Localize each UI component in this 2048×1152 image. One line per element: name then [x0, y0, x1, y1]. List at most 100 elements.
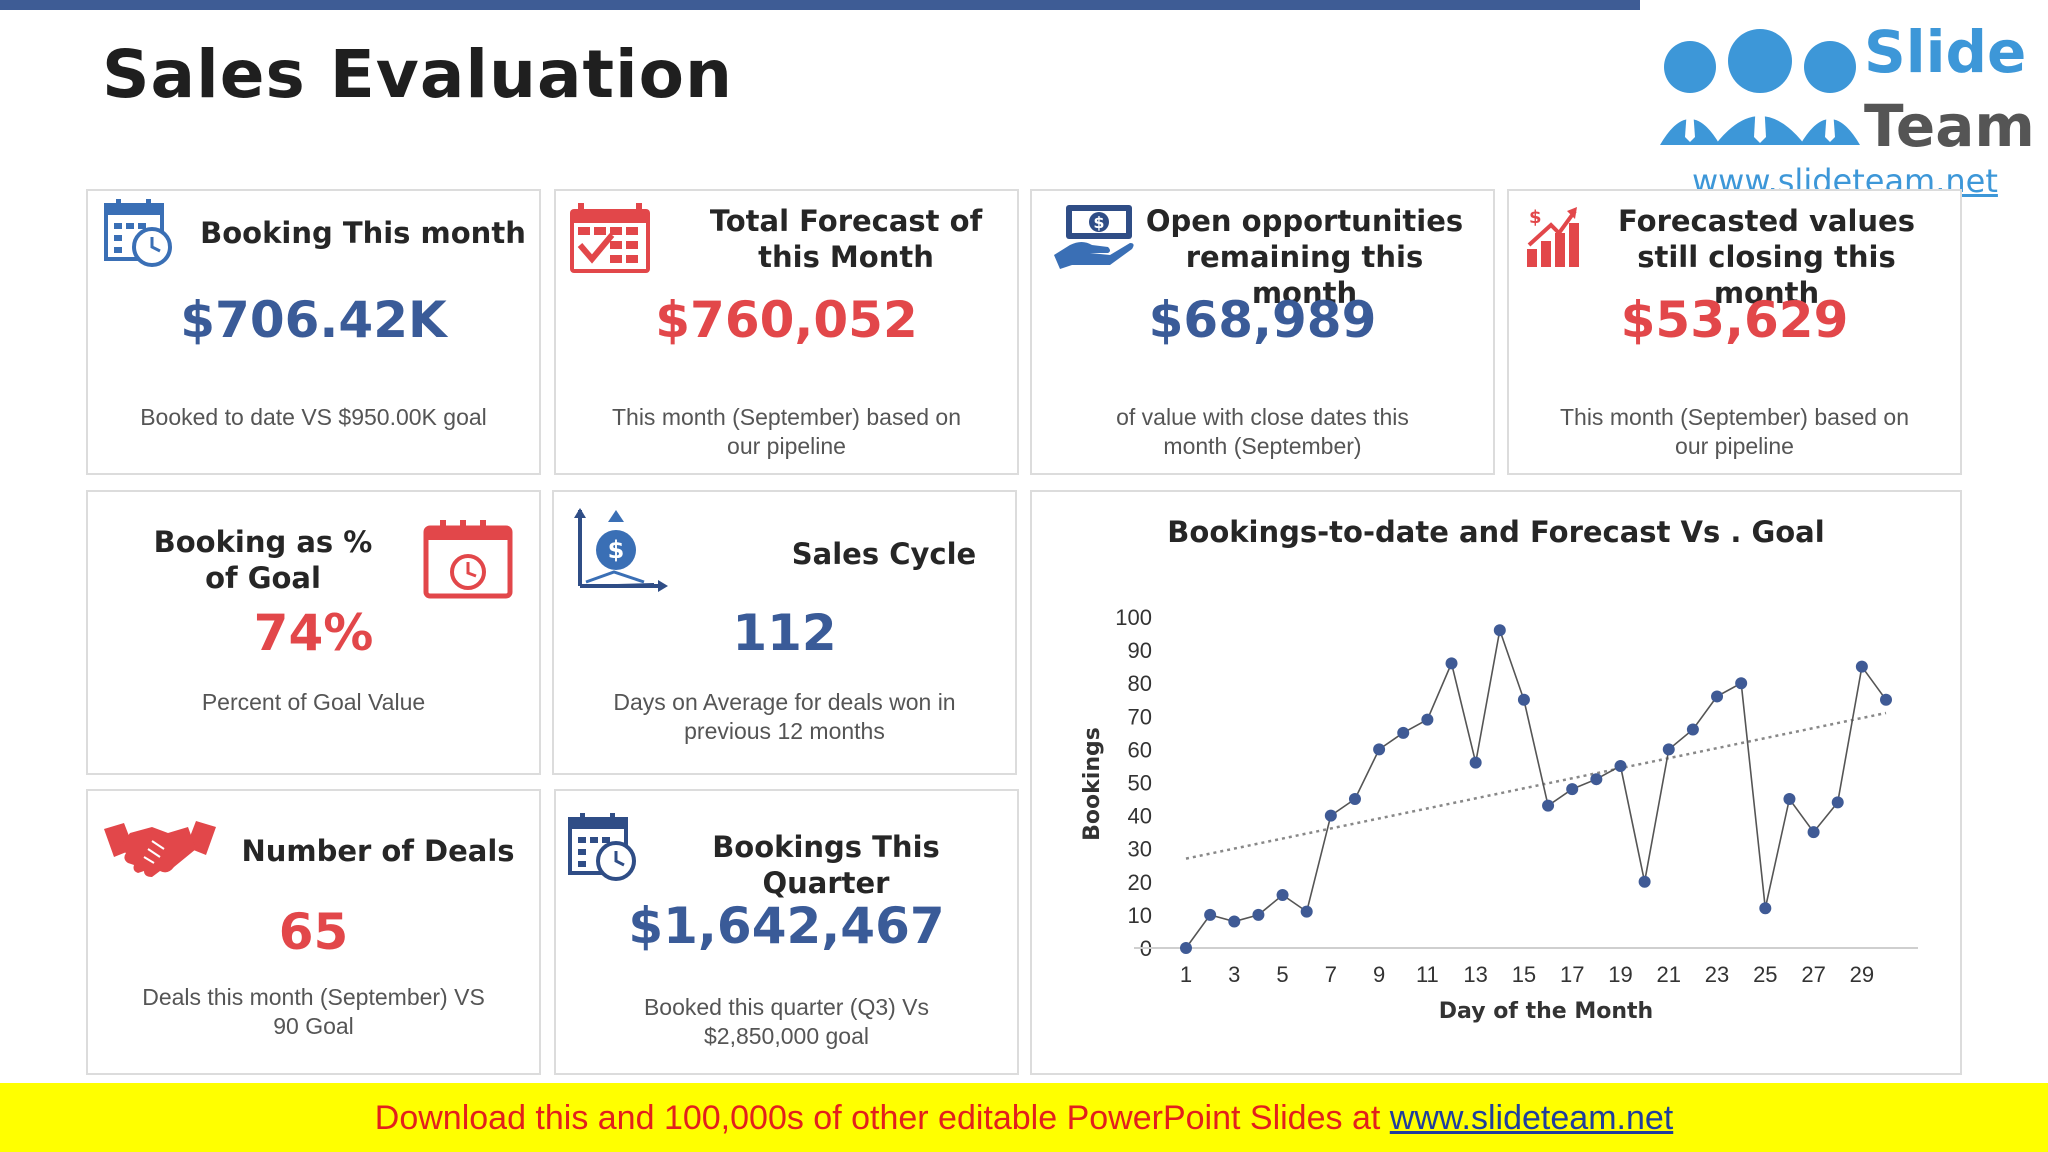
data-point	[1542, 799, 1555, 812]
data-point	[1759, 902, 1772, 915]
data-point	[1421, 713, 1434, 726]
data-point	[1300, 905, 1313, 918]
x-tick-label: 29	[1850, 962, 1874, 987]
y-tick-label: 80	[1128, 671, 1152, 696]
data-point	[1397, 726, 1410, 739]
card-title: Number of Deals	[241, 834, 515, 868]
card-value: $706.42K	[180, 291, 447, 349]
data-point	[1180, 942, 1192, 954]
y-tick-label: 40	[1128, 804, 1152, 829]
calendar-clock-icon	[423, 520, 513, 599]
data-point	[1662, 743, 1675, 756]
x-tick-label: 7	[1325, 962, 1337, 987]
logo-text-slide: Slide	[1864, 18, 2027, 86]
y-tick-label: 90	[1128, 638, 1152, 663]
calendar-clock-icon	[104, 199, 172, 267]
data-point	[1348, 793, 1361, 806]
data-point	[1276, 889, 1289, 902]
data-point	[1880, 693, 1892, 706]
x-tick-label: 9	[1373, 962, 1385, 987]
trendline	[1185, 711, 1887, 860]
card-sales-cycle: $ Sales Cycle 112 Days on Average for de…	[552, 490, 1017, 775]
y-tick-label: 50	[1128, 771, 1152, 796]
data-point	[1614, 759, 1627, 772]
data-point	[1493, 624, 1506, 637]
y-tick-label: 10	[1128, 903, 1152, 928]
data-point	[1711, 690, 1724, 703]
card-value: 65	[278, 903, 349, 961]
card-value: 112	[732, 604, 837, 662]
data-point	[1686, 723, 1699, 736]
x-tick-label: 15	[1512, 962, 1536, 987]
card-title: Booking This month	[200, 216, 526, 250]
data-point	[1469, 756, 1482, 769]
card-value: 74%	[253, 604, 374, 662]
svg-text:$: $	[1093, 213, 1104, 232]
calendar-check-icon	[570, 203, 650, 273]
chart-card: Bookings-to-date and Forecast Vs . Goal …	[1030, 490, 1962, 1075]
chart-title: Bookings-to-date and Forecast Vs . Goal	[1167, 515, 1824, 549]
card-value: $1,642,467	[628, 897, 945, 955]
footer-link[interactable]: www.slideteam.net	[1389, 1099, 1674, 1137]
data-point	[1783, 793, 1796, 806]
y-tick-label: 20	[1128, 870, 1152, 895]
x-tick-label: 21	[1657, 962, 1681, 987]
card-description: Booked this quarter (Q3) Vs $2,850,000 g…	[643, 994, 930, 1049]
card-value: $760,052	[655, 291, 918, 349]
card-description: of value with close dates this month (Se…	[1116, 404, 1409, 459]
card-description: This month (September) based on our pipe…	[1559, 404, 1909, 459]
data-point	[1566, 783, 1579, 796]
calendar-clock-icon	[568, 813, 636, 881]
card-title: Forecasted values still closing this mon…	[1618, 204, 1915, 310]
data-point	[1228, 915, 1241, 928]
data-point	[1735, 677, 1748, 690]
card-title: Sales Cycle	[791, 537, 977, 571]
card-description: Percent of Goal Value	[201, 689, 426, 715]
people-logo-icon	[1660, 29, 1860, 145]
card-forecasted-closing: $ Forecasted values still closing this m…	[1507, 189, 1962, 475]
x-tick-label: 13	[1463, 962, 1487, 987]
y-axis-label: Bookings	[1080, 727, 1105, 841]
growth-chart-icon: $	[1527, 207, 1579, 267]
card-bookings-quarter: Bookings This Quarter $1,642,467 Booked …	[554, 789, 1019, 1075]
y-tick-label: 70	[1128, 704, 1152, 729]
y-tick-label: 100	[1115, 605, 1152, 630]
data-point	[1807, 826, 1820, 839]
slideteam-logo: Slide Team www.slideteam.net	[1640, 0, 2048, 200]
card-title: Bookings This Quarter	[712, 830, 940, 900]
card-value: $53,629	[1620, 291, 1849, 349]
svg-text:$: $	[608, 536, 625, 564]
card-description: Days on Average for deals won in previou…	[613, 689, 956, 744]
card-description: Deals this month (September) VS 90 Goal	[142, 984, 485, 1039]
handshake-icon	[104, 821, 216, 877]
data-point	[1373, 743, 1386, 756]
data-point	[1252, 908, 1265, 921]
svg-text:$: $	[1529, 207, 1542, 228]
bookings-line-chart: Bookings-to-date and Forecast Vs . Goal …	[1080, 515, 1918, 1024]
x-tick-label: 19	[1608, 962, 1632, 987]
series-line	[1185, 627, 1887, 949]
card-booking-month: Booking This month $706.42K Booked to da…	[86, 189, 541, 475]
card-description: Booked to date VS $950.00K goal	[140, 404, 487, 430]
top-accent-bar	[0, 0, 1640, 10]
x-tick-label: 5	[1276, 962, 1288, 987]
footer-text: Download this and 100,000s of other edit…	[0, 1099, 2048, 1138]
card-title: Booking as % of Goal	[153, 525, 373, 595]
x-tick-label: 27	[1801, 962, 1825, 987]
x-tick-label: 17	[1560, 962, 1584, 987]
x-tick-label: 11	[1416, 962, 1439, 987]
card-number-of-deals: Number of Deals 65 Deals this month (Sep…	[86, 789, 541, 1075]
data-point	[1590, 773, 1603, 786]
footer-banner: Download this and 100,000s of other edit…	[0, 1083, 2048, 1152]
y-tick-label: 60	[1128, 737, 1152, 762]
logo-text-team: Team	[1864, 92, 2035, 160]
data-point	[1831, 796, 1844, 809]
x-tick-label: 3	[1228, 962, 1240, 987]
x-tick-label: 25	[1753, 962, 1777, 987]
page-title: Sales Evaluation	[102, 36, 734, 113]
card-booking-pct: Booking as % of Goal 74% Percent of Goal…	[86, 490, 541, 775]
data-point	[1517, 693, 1530, 706]
x-tick-label: 1	[1180, 962, 1192, 987]
x-tick-label: 23	[1705, 962, 1729, 987]
card-description: This month (September) based on our pipe…	[611, 404, 961, 459]
